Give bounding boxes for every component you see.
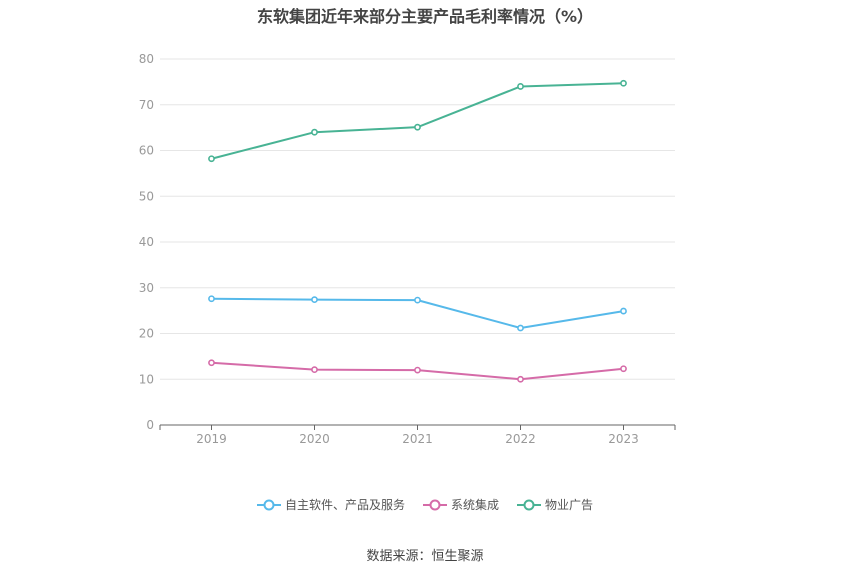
chart-title: 东软集团近年来部分主要产品毛利率情况（%） <box>256 7 594 26</box>
legend-marker-icon <box>517 499 541 510</box>
data-point <box>208 155 215 163</box>
data-point <box>208 359 215 367</box>
legend-marker-icon <box>422 499 447 510</box>
x-tick-label: 2021 <box>402 432 433 446</box>
series-1 <box>208 295 627 332</box>
source-note: 数据来源：恒生聚源 <box>366 549 484 564</box>
y-tick-label: 10 <box>139 372 154 386</box>
legend: 自主软件、产品及服务 系统集成 物业广告 <box>0 496 850 513</box>
series-layer <box>208 79 627 383</box>
data-point <box>620 307 627 315</box>
x-tick-label: 2022 <box>505 432 536 446</box>
legend-label: 物业广告 <box>545 498 594 512</box>
data-point <box>620 79 627 87</box>
data-point <box>414 123 421 131</box>
legend-label: 自主软件、产品及服务 <box>284 498 405 512</box>
data-point <box>311 128 318 136</box>
y-tick-label: 20 <box>139 327 154 341</box>
y-tick-label: 30 <box>139 281 154 295</box>
y-tick-label: 50 <box>139 189 154 203</box>
y-tick-label: 70 <box>139 98 154 112</box>
x-tick-label: 2020 <box>299 432 330 446</box>
series-line <box>211 82 624 160</box>
legend-label: 系统集成 <box>450 498 499 512</box>
gridlines <box>160 58 675 380</box>
series-2 <box>208 359 627 383</box>
data-point <box>311 366 318 374</box>
data-point <box>414 366 421 374</box>
legend-item[interactable]: 自主软件、产品及服务 <box>256 496 405 513</box>
legend-item[interactable]: 物业广告 <box>517 496 593 513</box>
data-point <box>311 296 318 304</box>
data-point <box>208 295 215 303</box>
y-tick-label: 0 <box>146 418 154 432</box>
y-tick-label: 80 <box>139 52 154 66</box>
series-3 <box>208 79 627 163</box>
y-tick-label: 40 <box>139 235 154 249</box>
x-tick-label: 2019 <box>196 432 227 446</box>
x-axis: 2019 2020 2021 2022 2023 <box>159 424 676 446</box>
y-axis: 0 10 20 30 40 50 60 70 80 <box>139 52 154 432</box>
data-point <box>414 296 421 304</box>
y-tick-label: 60 <box>139 144 154 158</box>
data-point <box>620 365 627 373</box>
legend-item[interactable]: 系统集成 <box>422 496 499 513</box>
data-point <box>517 375 524 383</box>
x-tick-label: 2023 <box>608 432 639 446</box>
data-point <box>517 324 524 332</box>
data-point <box>517 83 524 90</box>
legend-marker-icon <box>256 499 281 510</box>
